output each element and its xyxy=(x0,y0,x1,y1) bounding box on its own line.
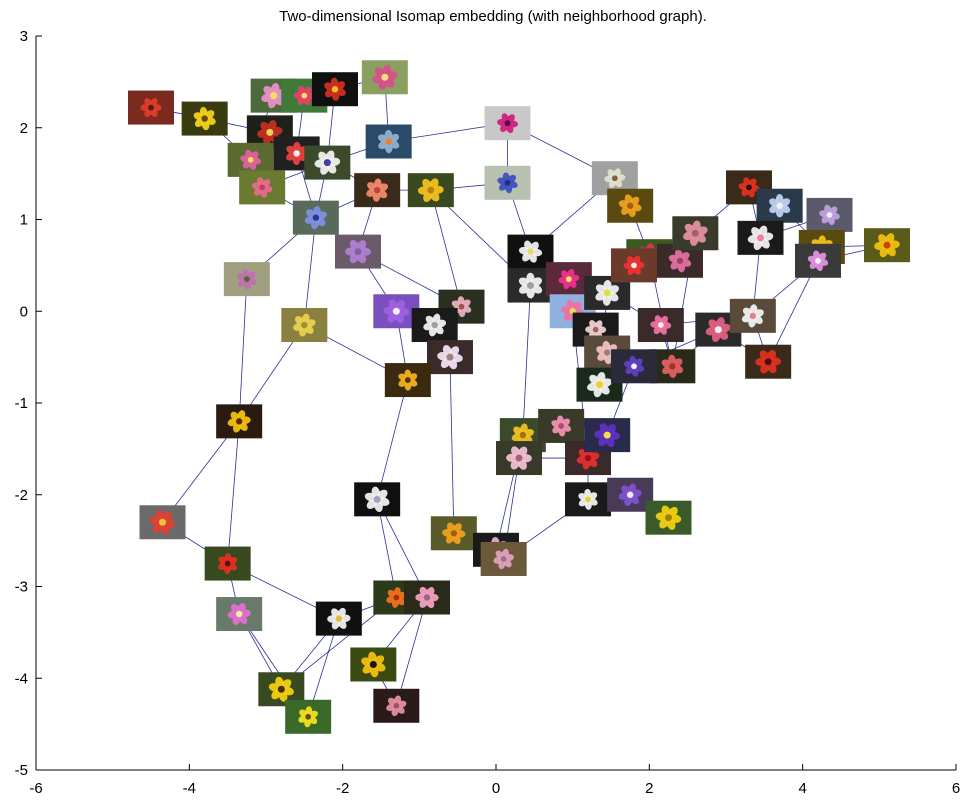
flower-thumbnail xyxy=(404,580,450,615)
flower-thumbnail xyxy=(216,597,263,632)
y-tick-label: -1 xyxy=(15,395,28,412)
y-tick-label: -3 xyxy=(15,579,28,596)
flower-thumbnail xyxy=(181,101,228,136)
flower-thumbnail xyxy=(729,298,776,333)
flower-thumbnail xyxy=(354,482,401,517)
flower-thumbnail xyxy=(737,220,784,255)
y-tick-label: 3 xyxy=(20,28,28,45)
y-tick-label: 2 xyxy=(20,120,28,137)
graph-edge xyxy=(430,190,462,307)
flower-thumbnail xyxy=(304,145,351,180)
y-tick-label: 1 xyxy=(20,212,28,229)
graph-edge xyxy=(395,597,428,706)
graph-edge xyxy=(303,217,317,326)
flower-thumbnail xyxy=(427,340,473,375)
flower-thumbnail xyxy=(637,308,684,343)
graph-edge xyxy=(227,421,240,564)
x-tick-label: -4 xyxy=(183,780,196,797)
flower-thumbnail xyxy=(795,243,841,278)
y-tick-label: -4 xyxy=(15,670,28,687)
flower-thumbnail xyxy=(315,601,362,636)
graph-edge xyxy=(238,279,248,422)
flower-thumbnail xyxy=(139,505,186,540)
flower-thumbnail xyxy=(756,188,803,223)
flower-thumbnail xyxy=(480,541,527,576)
flower-thumbnails xyxy=(128,60,910,734)
y-axis-ticks: 3 2 1 0 -1 -2 -3 -4 -5 xyxy=(15,28,42,779)
x-tick-label: 4 xyxy=(798,780,806,797)
graph-edge xyxy=(449,357,455,534)
flower-thumbnail xyxy=(538,408,585,443)
x-tick-label: 2 xyxy=(645,780,653,797)
flower-thumbnail xyxy=(611,349,657,384)
flower-thumbnail xyxy=(292,200,339,235)
flower-thumbnail xyxy=(227,142,274,177)
flower-thumbnail xyxy=(335,234,381,269)
flower-thumbnail xyxy=(223,262,270,297)
axes xyxy=(35,36,956,771)
flower-thumbnail xyxy=(545,262,592,297)
flower-thumbnail xyxy=(430,516,477,551)
flower-thumbnail xyxy=(496,441,542,476)
flower-thumbnail xyxy=(239,170,286,205)
x-tick-label: -6 xyxy=(29,780,42,797)
flower-thumbnail xyxy=(407,173,454,208)
flower-thumbnail xyxy=(864,228,910,263)
flower-thumbnail xyxy=(373,688,420,723)
x-tick-label: 6 xyxy=(952,780,960,797)
x-tick-label: -2 xyxy=(336,780,349,797)
graph-edge xyxy=(376,379,409,500)
flower-thumbnail xyxy=(384,363,431,398)
graph-edge xyxy=(522,285,531,436)
x-axis-ticks: -6 -4 -2 0 2 4 6 xyxy=(29,764,960,797)
flower-thumbnail xyxy=(745,344,792,379)
flower-thumbnail xyxy=(361,60,408,95)
flower-thumbnail xyxy=(411,308,458,343)
y-tick-label: -5 xyxy=(15,762,28,779)
flower-thumbnail xyxy=(565,482,611,517)
flower-thumbnail xyxy=(204,546,251,581)
flower-thumbnail xyxy=(350,647,397,682)
flower-thumbnail xyxy=(354,173,401,208)
y-tick-label: 0 xyxy=(20,303,28,320)
flower-thumbnail xyxy=(484,165,531,200)
y-tick-label: -2 xyxy=(15,487,28,504)
flower-thumbnail xyxy=(128,90,174,125)
x-tick-label: 0 xyxy=(492,780,500,797)
flower-thumbnail xyxy=(645,500,692,535)
flower-thumbnail xyxy=(611,248,657,283)
flower-thumbnail xyxy=(285,699,332,734)
flower-thumbnail xyxy=(607,188,654,223)
flower-thumbnail xyxy=(365,124,412,159)
flower-thumbnail xyxy=(584,418,631,453)
flower-thumbnail xyxy=(281,308,328,343)
chart-title: Two-dimensional Isomap embedding (with n… xyxy=(279,8,707,25)
flower-thumbnail xyxy=(312,72,358,107)
flower-thumbnail xyxy=(216,404,263,439)
flower-thumbnail xyxy=(806,197,853,232)
flower-thumbnail xyxy=(672,216,719,251)
flower-thumbnail xyxy=(484,106,531,141)
